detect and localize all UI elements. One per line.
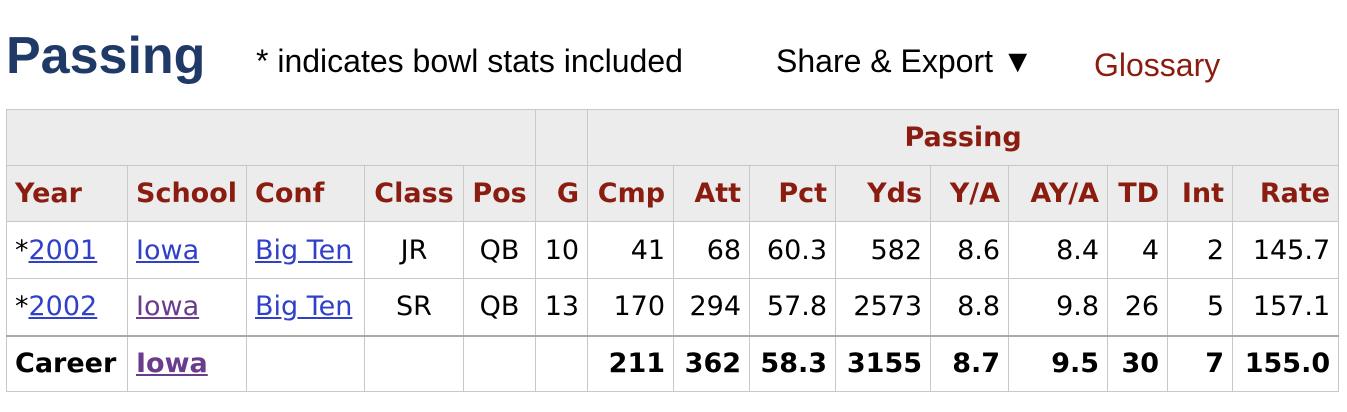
column-header: Att: [673, 165, 751, 222]
column-header: AY/A: [1008, 165, 1109, 222]
cell: 8.6: [930, 221, 1010, 279]
blank-cell: [535, 334, 589, 392]
cell: 41: [587, 221, 675, 279]
column-header: Pct: [749, 165, 837, 222]
school-link[interactable]: Iowa: [136, 348, 208, 380]
data-row: *2002 Iowa Big Ten SR QB 13 170 294 57.8 2573 8.8 9…: [6, 278, 1340, 336]
cell: 145.7: [1232, 221, 1340, 279]
table-body: *2001 Iowa Big Ten JR QB 10 41 68 60.3 582 8.6 8.4 4…: [6, 221, 1340, 336]
cell: 155.0: [1232, 334, 1340, 392]
cell: Iowa: [127, 334, 247, 392]
cell: 2573: [835, 278, 932, 336]
cell: 2: [1167, 221, 1234, 279]
cell: 13: [535, 278, 589, 336]
group-header-row: Passing: [5, 109, 1340, 166]
section-title: Passing: [6, 27, 206, 85]
column-header: Conf: [246, 165, 365, 222]
share-export-menu[interactable]: Share & Export ▼: [776, 43, 1034, 79]
cell: Big Ten: [246, 221, 365, 279]
cell: JR: [364, 221, 464, 279]
column-header: Y/A: [930, 165, 1010, 222]
group-header: Passing: [587, 109, 1340, 166]
note: * indicates bowl stats included: [256, 43, 683, 79]
cell: 170: [587, 278, 675, 336]
cell: QB: [462, 278, 537, 336]
cell: Big Ten: [246, 278, 365, 336]
cell: 8.8: [930, 278, 1010, 336]
conf-link[interactable]: Big Ten: [255, 234, 353, 266]
cell: QB: [462, 221, 537, 279]
cell: 26: [1107, 278, 1169, 336]
column-header: Int: [1167, 165, 1234, 222]
column-header: Yds: [835, 165, 932, 222]
column-header: School: [127, 165, 247, 222]
blank-cell: [364, 334, 464, 392]
cell: Iowa: [127, 278, 247, 336]
cell: *2002: [6, 278, 128, 336]
column-header: G: [535, 165, 589, 222]
blank-cell: [246, 334, 365, 392]
column-header: Cmp: [587, 165, 675, 222]
cell: *2001: [6, 221, 128, 279]
cell: 60.3: [749, 221, 837, 279]
school-link[interactable]: Iowa: [136, 234, 200, 266]
blank-cell: [5, 109, 537, 166]
glossary-link[interactable]: Glossary: [1094, 47, 1221, 83]
column-header: Pos: [462, 165, 537, 222]
bowl-marker: *: [15, 234, 29, 266]
blank-cell: [535, 109, 589, 166]
cell: 8.7: [930, 334, 1010, 392]
column-header: Class: [364, 165, 464, 222]
header-row: Year School Conf Class Pos G Cmp Att Pct Yds Y/A AY…: [6, 165, 1340, 222]
cell: 294: [673, 278, 751, 336]
cell: 9.8: [1008, 278, 1109, 336]
table-head: Passing Year School Conf Class Pos G Cmp Att Pct Y…: [5, 109, 1340, 222]
cell: Iowa: [127, 221, 247, 279]
career-label: Career: [6, 334, 128, 392]
cell: 57.8: [749, 278, 837, 336]
cell: 3155: [835, 334, 932, 392]
cell: 10: [535, 221, 589, 279]
cell: 362: [673, 334, 751, 392]
cell: 8.4: [1008, 221, 1109, 279]
blank-cell: [462, 334, 537, 392]
stats-table: Passing Year School Conf Class Pos G Cmp Att Pct Y…: [5, 109, 1340, 392]
cell: SR: [364, 278, 464, 336]
bowl-marker: *: [15, 291, 29, 323]
year-link[interactable]: 2002: [28, 291, 98, 323]
conf-link[interactable]: Big Ten: [255, 291, 353, 323]
table-foot: Career Iowa 211 362 58.3 3155 8.7 9.5 30 7 155.0: [6, 334, 1340, 392]
data-row: *2001 Iowa Big Ten JR QB 10 41 68 60.3 582 8.6 8.4 4…: [6, 221, 1340, 279]
school-link[interactable]: Iowa: [136, 291, 200, 323]
column-header: Rate: [1232, 165, 1340, 222]
cell: 582: [835, 221, 932, 279]
cell: 30: [1107, 334, 1169, 392]
cell: 157.1: [1232, 278, 1340, 336]
career-row: Career Iowa 211 362 58.3 3155 8.7 9.5 30 7 155.0: [6, 334, 1340, 392]
cell: 68: [673, 221, 751, 279]
year-link[interactable]: 2001: [28, 234, 98, 266]
cell: 4: [1107, 221, 1169, 279]
cell: 5: [1167, 278, 1234, 336]
column-header: TD: [1107, 165, 1169, 222]
cell: 211: [587, 334, 675, 392]
cell: 9.5: [1008, 334, 1109, 392]
cell: 58.3: [749, 334, 837, 392]
cell: 7: [1167, 334, 1234, 392]
column-header: Year: [6, 165, 128, 222]
